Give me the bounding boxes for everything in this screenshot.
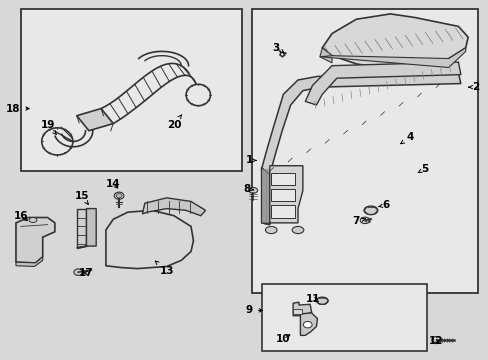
Polygon shape	[106, 210, 193, 269]
Polygon shape	[77, 208, 96, 248]
Polygon shape	[261, 167, 269, 225]
Polygon shape	[142, 198, 205, 216]
Text: 7: 7	[352, 216, 365, 226]
Text: 5: 5	[417, 164, 427, 174]
Polygon shape	[16, 217, 55, 263]
Ellipse shape	[116, 194, 122, 198]
Polygon shape	[319, 48, 465, 67]
Ellipse shape	[114, 192, 123, 199]
Polygon shape	[261, 166, 302, 225]
Bar	[271, 173, 294, 185]
Bar	[251, 9, 477, 293]
Text: 10: 10	[276, 334, 290, 344]
Text: 20: 20	[166, 114, 182, 130]
Bar	[271, 189, 294, 202]
Text: 11: 11	[305, 294, 319, 303]
Polygon shape	[77, 109, 113, 131]
Polygon shape	[16, 257, 42, 266]
Polygon shape	[292, 302, 311, 316]
Text: 12: 12	[428, 337, 443, 346]
Text: 18: 18	[6, 104, 29, 113]
Polygon shape	[319, 48, 331, 63]
Ellipse shape	[360, 217, 369, 224]
Ellipse shape	[431, 337, 441, 343]
Polygon shape	[300, 313, 317, 336]
Text: 4: 4	[400, 132, 413, 144]
Bar	[271, 205, 294, 217]
Ellipse shape	[29, 217, 37, 222]
Text: 15: 15	[74, 191, 89, 204]
Text: 16: 16	[14, 211, 28, 221]
Ellipse shape	[364, 206, 377, 215]
Text: 2: 2	[468, 82, 478, 92]
Polygon shape	[261, 73, 460, 175]
Ellipse shape	[74, 269, 82, 275]
Polygon shape	[305, 62, 460, 105]
Ellipse shape	[248, 188, 257, 193]
Text: 14: 14	[106, 179, 120, 189]
Text: 8: 8	[243, 184, 253, 194]
Bar	[21, 9, 242, 171]
Text: 1: 1	[245, 156, 255, 165]
Polygon shape	[77, 208, 86, 248]
Text: 9: 9	[245, 305, 262, 315]
Ellipse shape	[291, 226, 303, 234]
Ellipse shape	[265, 226, 277, 234]
Text: 3: 3	[272, 43, 284, 53]
Bar	[261, 284, 426, 351]
Text: 17: 17	[79, 268, 94, 278]
Text: 6: 6	[378, 200, 388, 210]
Text: 19: 19	[41, 120, 57, 135]
Bar	[292, 309, 301, 314]
Ellipse shape	[303, 321, 311, 328]
Ellipse shape	[316, 297, 327, 304]
Polygon shape	[322, 14, 467, 69]
Text: 13: 13	[155, 261, 174, 276]
